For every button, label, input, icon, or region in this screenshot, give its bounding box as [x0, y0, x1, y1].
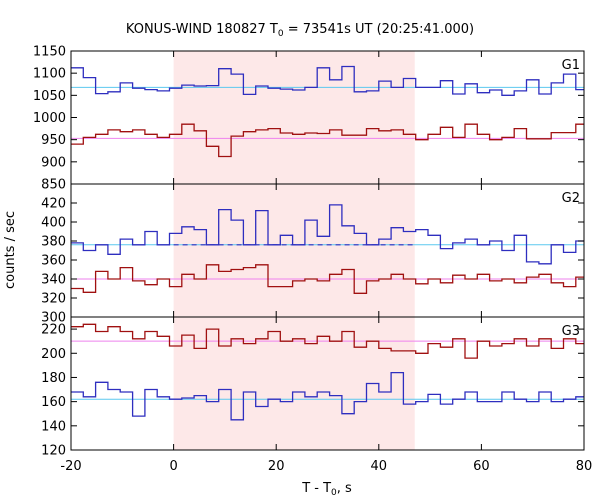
- y-tick-label: 160: [41, 395, 66, 410]
- panel-label-g2: G2: [562, 191, 580, 206]
- chart-title: KONUS-WIND 180827 T0 = 73541s UT (20:25:…: [126, 22, 474, 39]
- y-tick-label: 950: [41, 133, 66, 148]
- y-tick-label: 1150: [33, 45, 66, 60]
- y-tick-label: 1000: [33, 111, 66, 126]
- y-tick-label: 180: [41, 371, 66, 386]
- x-tick-label: 0: [169, 459, 177, 474]
- g1-series-1-line: [71, 65, 584, 96]
- y-tick-label: 850: [41, 178, 66, 193]
- x-tick-label: 80: [576, 459, 593, 474]
- x-axis-label: T - T0, s: [301, 481, 352, 498]
- y-tick-label: 300: [41, 311, 66, 326]
- y-tick-label: 900: [41, 155, 66, 170]
- panel-label-g3: G3: [562, 324, 580, 339]
- y-tick-label: 360: [41, 254, 66, 269]
- y-tick-label: 320: [41, 292, 66, 307]
- g2-series-2-line: [71, 264, 584, 294]
- y-tick-label: 140: [41, 419, 66, 434]
- y-tick-label: 400: [41, 216, 66, 231]
- y-axis-label: counts / sec: [3, 211, 18, 289]
- panel-label-g1: G1: [562, 58, 580, 73]
- series-layer: [71, 65, 584, 421]
- y-tick-label: 340: [41, 273, 66, 288]
- y-tick-label: 420: [41, 197, 66, 212]
- y-tick-label: 120: [41, 444, 66, 459]
- y-tick-label: 200: [41, 347, 66, 362]
- y-tick-label: 1050: [33, 89, 66, 104]
- x-tick-label: -20: [60, 459, 81, 474]
- g3-series-1-line: [71, 371, 584, 421]
- y-tick-label: 380: [41, 235, 66, 250]
- label-layer: 850 900 950 1000 1050 1100 1150 G1 300 320 340 360 3…: [33, 45, 592, 475]
- y-tick-label: 220: [41, 323, 66, 338]
- tick-layer: [70, 50, 585, 451]
- g3-series-2-line: [71, 323, 584, 359]
- g2-series-1-line: [71, 204, 584, 265]
- g3-frame: [70, 316, 585, 451]
- x-tick-label: 40: [371, 459, 388, 474]
- x-tick-label: 20: [268, 459, 285, 474]
- y-tick-label: 1100: [33, 67, 66, 82]
- g1-series-2-line: [71, 123, 584, 158]
- x-tick-label: 60: [473, 459, 490, 474]
